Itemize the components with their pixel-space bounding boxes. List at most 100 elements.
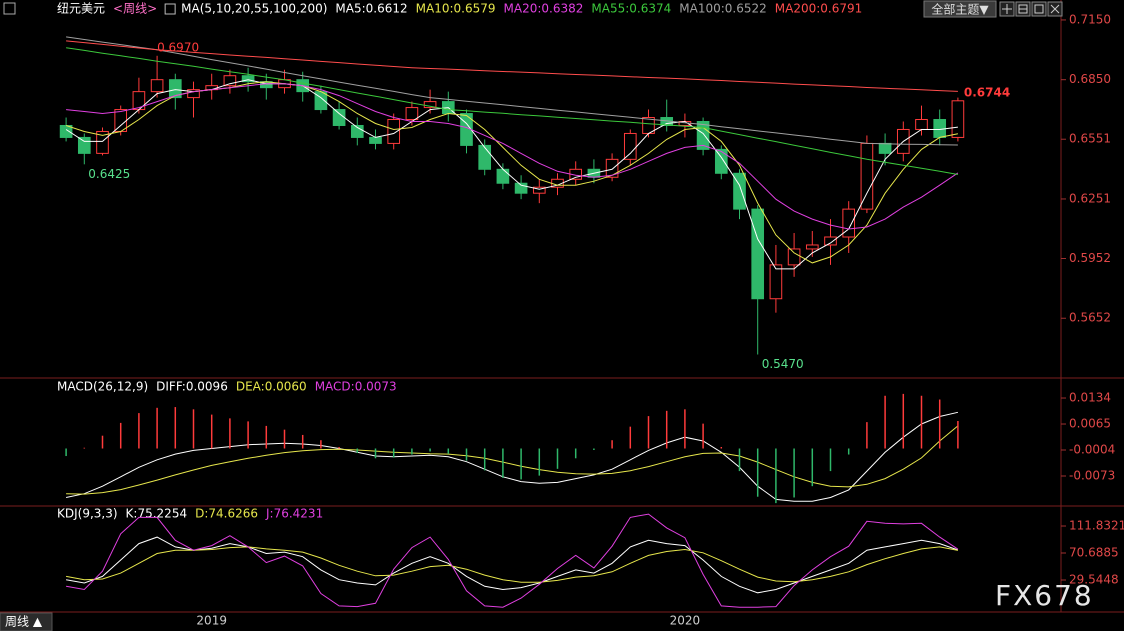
candle-body <box>605 158 619 178</box>
candle-body <box>132 91 146 111</box>
symbol-name: 纽元美元 <box>57 2 105 16</box>
candle-body <box>223 75 237 87</box>
low-label: 0.5470 <box>762 357 804 371</box>
indicator-name: KDJ(9,3,3) <box>57 507 118 521</box>
candle-body <box>114 109 128 132</box>
y-tick-label: 0.5952 <box>1069 251 1111 265</box>
y-tick-label: 0.5652 <box>1069 311 1111 325</box>
candle-body <box>532 186 546 194</box>
maximize-icon[interactable] <box>1031 1 1047 17</box>
indicator-icon <box>164 3 176 15</box>
indicator-line <box>66 546 958 583</box>
candle-body <box>241 75 255 83</box>
theme-button[interactable]: 全部主题▼ <box>923 0 997 18</box>
low-label: 0.6425 <box>88 167 130 181</box>
candle-body <box>623 132 637 160</box>
candle-body <box>751 208 765 300</box>
indicator-line <box>65 411 959 502</box>
candle-body <box>350 124 364 138</box>
candle-body <box>460 113 473 146</box>
legend-entry: MA5:0.6612 <box>335 2 407 16</box>
candle-body <box>696 121 710 150</box>
legend-entry: DEA:0.0060 <box>236 380 307 394</box>
candle-body <box>860 142 874 210</box>
legend-entry: J:76.4231 <box>265 507 323 521</box>
window-icons <box>999 1 1063 17</box>
legend-entry: MA200:0.6791 <box>775 2 863 16</box>
candle-body <box>951 100 965 138</box>
close-glyph <box>1050 4 1060 14</box>
legend-entry: MA20:0.6382 <box>504 2 584 16</box>
y-tick-label: 0.6850 <box>1069 72 1111 86</box>
moving-average <box>66 83 959 230</box>
candle-body <box>77 136 91 154</box>
candle-body <box>805 244 819 250</box>
candle-body <box>478 144 492 170</box>
candle-body <box>496 168 510 184</box>
candle-body <box>387 119 401 144</box>
candle-body <box>733 172 746 210</box>
indicator-line <box>66 536 959 594</box>
y-tick-label: -0.0073 <box>1069 468 1115 482</box>
y-tick-label: 29.5448 <box>1069 572 1119 586</box>
candle-body <box>824 236 837 246</box>
candle-body <box>369 136 382 144</box>
period-tab[interactable] <box>0 612 53 631</box>
legend-entry: DIFF:0.0096 <box>156 380 228 394</box>
close-label: 0.6744 <box>964 85 1010 99</box>
candle-body <box>150 79 164 93</box>
legend-entry: MA100:0.6522 <box>679 2 767 16</box>
moving-average <box>65 79 958 270</box>
theme-button-label[interactable]: 全部主题▼ <box>931 2 989 17</box>
legend-entry: D:74.6266 <box>195 507 258 521</box>
period-tab-label[interactable]: 周线 ▲ <box>5 615 43 629</box>
candle-body <box>423 101 437 109</box>
candle-body <box>878 142 892 154</box>
candle-body <box>168 79 182 99</box>
y-tick-label: 0.6551 <box>1069 132 1111 146</box>
y-tick-label: 0.0134 <box>1069 391 1111 405</box>
x-tick-label: 2019 <box>196 614 227 628</box>
candle-body <box>769 264 783 300</box>
candle-body <box>332 109 346 126</box>
legend-entry: MA55:0.6374 <box>591 2 671 16</box>
y-tick-label: -0.0004 <box>1069 443 1115 457</box>
maximize-glyph <box>1034 4 1044 14</box>
moving-average <box>66 36 958 146</box>
legend-entry: MA10:0.6579 <box>416 2 496 16</box>
legend-entry: MACD:0.0073 <box>315 380 397 394</box>
indicator-line <box>66 425 959 495</box>
candle-body <box>405 107 419 121</box>
candle-body <box>915 119 928 130</box>
watermark: FX678 <box>995 579 1094 612</box>
theme-button-box[interactable] <box>923 0 997 18</box>
y-tick-label: 70.6885 <box>1069 546 1119 560</box>
legend-entry: K:75.2254 <box>126 507 188 521</box>
y-tick-label: 0.6251 <box>1069 191 1111 205</box>
high-label: 0.6970 <box>157 40 199 54</box>
crosshair-glyph <box>1002 4 1012 14</box>
layout-glyph <box>1018 4 1028 14</box>
candle-body <box>187 89 200 99</box>
y-tick-label: 0.0065 <box>1069 417 1111 431</box>
candle-body <box>59 124 73 138</box>
candle-body <box>842 208 856 238</box>
moving-average <box>66 47 958 175</box>
y-tick-label: 0.7150 <box>1069 12 1111 26</box>
x-tick-label: 2020 <box>670 614 701 628</box>
period-name: <周线> <box>113 2 157 16</box>
candle-body <box>96 130 109 154</box>
candle-body <box>714 148 728 174</box>
y-tick-label: 111.8321 <box>1069 519 1124 533</box>
candle-body <box>514 182 528 194</box>
candle-body <box>787 248 801 266</box>
indicator-line <box>66 513 959 608</box>
indicator-name: MA(5,10,20,55,100,200) <box>181 2 327 16</box>
moving-average <box>66 40 958 92</box>
indicator-name: MACD(26,12,9) <box>57 380 148 394</box>
menu-icon[interactable] <box>3 2 16 15</box>
